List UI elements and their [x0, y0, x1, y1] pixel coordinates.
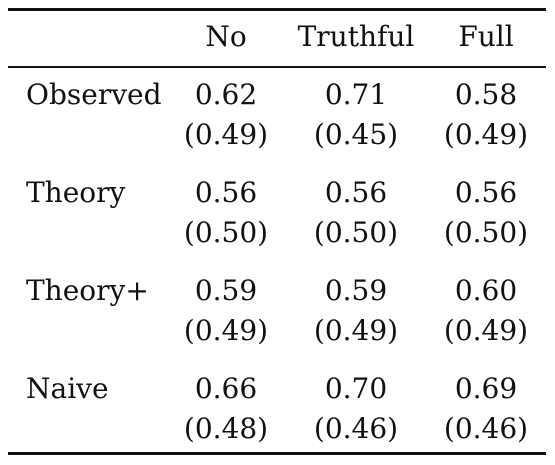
cell-theory-full: 0.56 [454, 176, 518, 209]
se-theory-no: (0.50) [183, 216, 269, 249]
se-theory-truthful: (0.50) [313, 216, 399, 249]
cell-theory-plus-full: 0.60 [454, 274, 518, 307]
table-bottom-rule [8, 452, 546, 455]
cell-theory-plus-no: 0.59 [194, 274, 258, 307]
se-observed-truthful: (0.45) [313, 118, 399, 151]
cell-naive-full: 0.69 [454, 372, 518, 405]
se-naive-full: (0.46) [443, 412, 529, 445]
table-top-rule [8, 8, 546, 11]
cell-theory-plus-truthful: 0.59 [324, 274, 388, 307]
se-naive-truthful: (0.46) [313, 412, 399, 445]
se-theory-plus-full: (0.49) [443, 314, 529, 347]
cell-theory-truthful: 0.56 [324, 176, 388, 209]
cell-theory-no: 0.56 [194, 176, 258, 209]
header-no: No [205, 20, 247, 53]
se-naive-no: (0.48) [183, 412, 269, 445]
row-label-theory-plus: Theory+ [26, 274, 149, 307]
se-observed-full: (0.49) [443, 118, 529, 151]
cell-naive-no: 0.66 [194, 372, 258, 405]
se-theory-plus-truthful: (0.49) [313, 314, 399, 347]
table-header-rule [8, 66, 546, 68]
cell-naive-truthful: 0.70 [324, 372, 388, 405]
header-full: Full [458, 20, 514, 53]
header-truthful: Truthful [297, 20, 415, 53]
cell-observed-no: 0.62 [194, 78, 258, 111]
row-label-naive: Naive [26, 372, 109, 405]
se-theory-plus-no: (0.49) [183, 314, 269, 347]
row-label-theory: Theory [26, 176, 126, 209]
row-label-observed: Observed [26, 78, 162, 111]
se-theory-full: (0.50) [443, 216, 529, 249]
cell-observed-truthful: 0.71 [324, 78, 388, 111]
cell-observed-full: 0.58 [454, 78, 518, 111]
se-observed-no: (0.49) [183, 118, 269, 151]
